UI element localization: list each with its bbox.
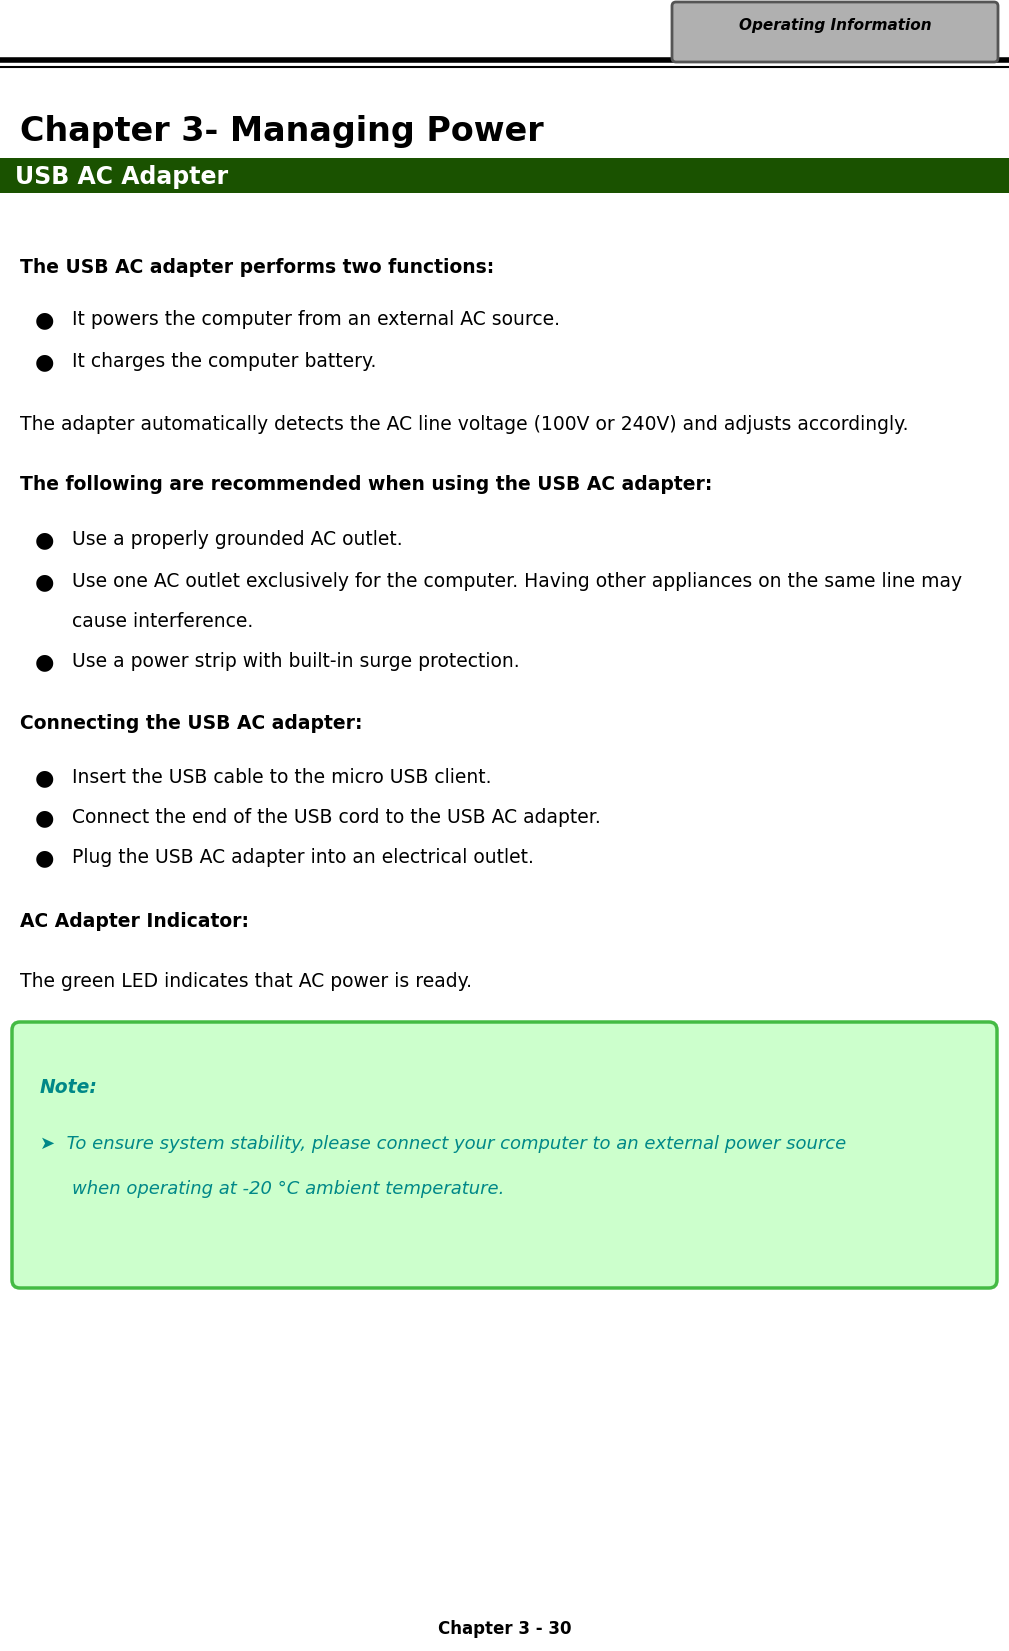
Text: ●: ● — [35, 352, 54, 371]
Text: ●: ● — [35, 807, 54, 829]
Text: The following are recommended when using the USB AC adapter:: The following are recommended when using… — [20, 475, 712, 494]
Text: Operating Information: Operating Information — [739, 18, 931, 33]
Text: Chapter 3- Managing Power: Chapter 3- Managing Power — [20, 116, 544, 149]
Text: The adapter automatically detects the AC line voltage (100V or 240V) and adjusts: The adapter automatically detects the AC… — [20, 414, 908, 434]
Text: Use a power strip with built-in surge protection.: Use a power strip with built-in surge pr… — [72, 652, 520, 670]
Text: ➤  To ensure system stability, please connect your computer to an external power: ➤ To ensure system stability, please con… — [40, 1134, 847, 1152]
Text: when operating at -20 °C ambient temperature.: when operating at -20 °C ambient tempera… — [72, 1180, 504, 1199]
Text: The USB AC adapter performs two functions:: The USB AC adapter performs two function… — [20, 258, 494, 277]
Text: USB AC Adapter: USB AC Adapter — [15, 165, 228, 188]
Text: Use one AC outlet exclusively for the computer. Having other appliances on the s: Use one AC outlet exclusively for the co… — [72, 571, 963, 591]
Text: The green LED indicates that AC power is ready.: The green LED indicates that AC power is… — [20, 972, 472, 991]
Text: ●: ● — [35, 530, 54, 550]
Text: ●: ● — [35, 768, 54, 788]
Text: Chapter 3 - 30: Chapter 3 - 30 — [438, 1620, 571, 1638]
Text: ●: ● — [35, 310, 54, 330]
Text: It powers the computer from an external AC source.: It powers the computer from an external … — [72, 310, 560, 329]
Text: It charges the computer battery.: It charges the computer battery. — [72, 352, 376, 371]
FancyBboxPatch shape — [12, 1022, 997, 1288]
Text: ●: ● — [35, 652, 54, 672]
FancyBboxPatch shape — [672, 2, 998, 63]
Text: cause interference.: cause interference. — [72, 613, 253, 631]
Text: Use a properly grounded AC outlet.: Use a properly grounded AC outlet. — [72, 530, 403, 550]
Text: Connect the end of the USB cord to the USB AC adapter.: Connect the end of the USB cord to the U… — [72, 807, 600, 827]
Text: Note:: Note: — [40, 1078, 98, 1096]
Text: ●: ● — [35, 571, 54, 593]
Text: Plug the USB AC adapter into an electrical outlet.: Plug the USB AC adapter into an electric… — [72, 849, 534, 867]
Text: Insert the USB cable to the micro USB client.: Insert the USB cable to the micro USB cl… — [72, 768, 491, 788]
FancyBboxPatch shape — [0, 158, 1009, 193]
Text: AC Adapter Indicator:: AC Adapter Indicator: — [20, 911, 249, 931]
Text: Connecting the USB AC adapter:: Connecting the USB AC adapter: — [20, 713, 362, 733]
Text: ●: ● — [35, 849, 54, 868]
